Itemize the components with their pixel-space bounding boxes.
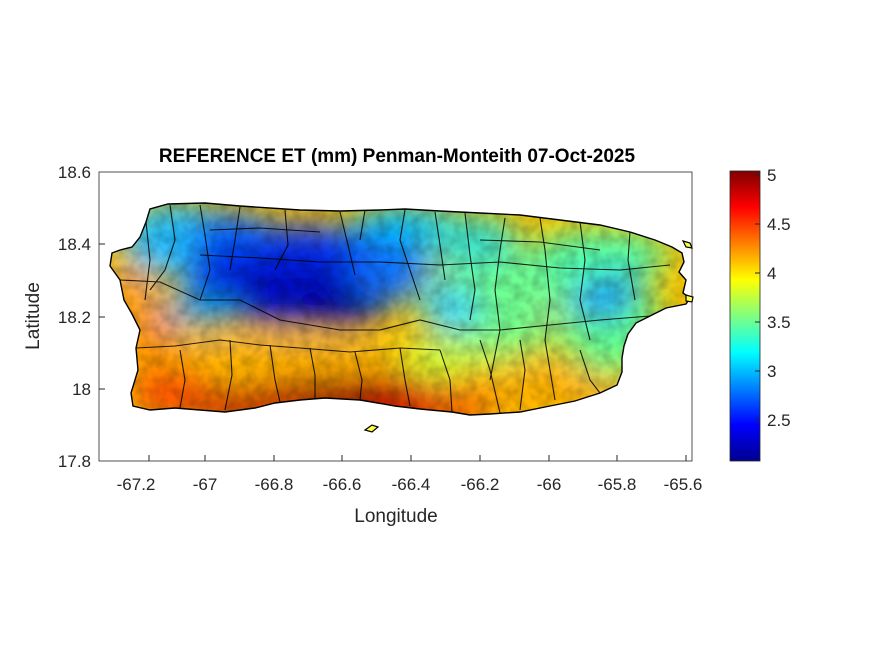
vieques-island [685, 294, 694, 303]
x-tick-label: -65.6 [664, 475, 703, 494]
colorbar-gradient [729, 170, 761, 462]
y-tick-label: 18.2 [58, 308, 91, 327]
x-tick-label: -66.4 [392, 475, 431, 494]
x-tick-label: -66.2 [461, 475, 500, 494]
x-tick-label: -66 [537, 475, 562, 494]
municipal-boundaries [119, 204, 671, 414]
x-tick-label: -65.8 [598, 475, 637, 494]
culebra-island [681, 240, 693, 249]
x-axis-title: Longitude [354, 506, 437, 527]
x-axis: -67.2 -67 -66.8 -66.6 -66.4 -66.2 -66 -6… [117, 455, 703, 494]
x-tick-label: -66.8 [255, 475, 294, 494]
colorbar-tick-label: 5 [767, 166, 776, 185]
y-tick-label: 18.4 [58, 235, 91, 254]
y-tick-label: 18.6 [58, 163, 91, 182]
colorbar-tick-label: 4 [767, 264, 776, 283]
colorbar-tick-label: 3.5 [767, 313, 791, 332]
caja-de-muertos-island [363, 424, 380, 433]
x-tick-label: -67 [193, 475, 218, 494]
y-axis: 18.6 18.4 18.2 18 17.8 [58, 163, 105, 471]
colorbar: 5 4.5 4 3.5 3 2.5 [729, 166, 791, 462]
x-tick-label: -66.6 [323, 475, 362, 494]
y-tick-label: 17.8 [58, 452, 91, 471]
y-axis-title: Latitude [23, 282, 44, 350]
colorbar-tick-label: 3 [767, 362, 776, 381]
colorbar-tick-label: 4.5 [767, 215, 791, 234]
colorbar-tick-label: 2.5 [767, 411, 791, 430]
x-tick-label: -67.2 [117, 475, 156, 494]
y-tick-label: 18 [72, 380, 91, 399]
chart-title: REFERENCE ET (mm) Penman-Monteith 07-Oct… [159, 146, 636, 167]
